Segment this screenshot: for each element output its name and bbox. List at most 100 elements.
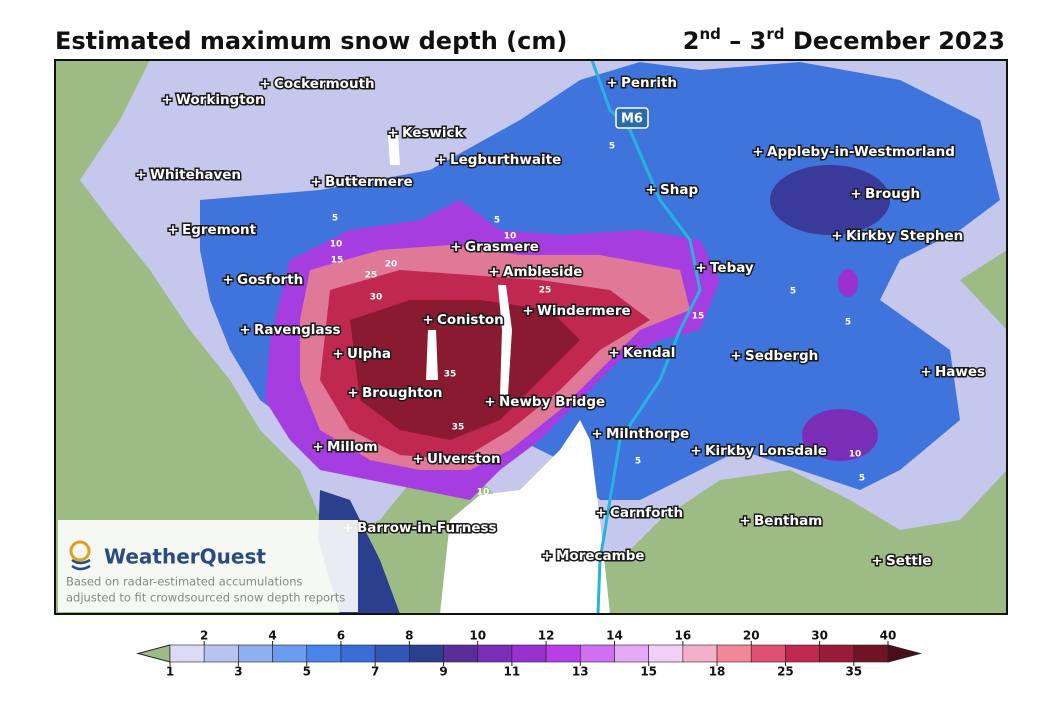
colorbar-label: 5	[303, 665, 311, 679]
snow-purple	[802, 409, 878, 461]
contour-label: 5	[332, 214, 338, 224]
place-label: Keswick	[402, 125, 465, 141]
place-label: Grasmere	[465, 239, 539, 255]
contour-label: 5	[494, 216, 500, 226]
place-marker: +	[347, 385, 358, 401]
place-label: Egremont	[182, 222, 257, 238]
place-marker: +	[850, 186, 861, 202]
title: Estimated maximum snow depth (cm)	[55, 27, 567, 55]
date: 2nd – 3rd December 2023	[683, 25, 1005, 56]
place-label: Gosforth	[237, 272, 303, 288]
place-label: Tebay	[710, 260, 754, 276]
place-marker: +	[422, 312, 433, 328]
colorbar-over	[887, 644, 922, 663]
place-label: Newby Bridge	[499, 394, 605, 410]
place-marker: +	[167, 222, 178, 238]
place-label: Ravenglass	[254, 322, 341, 338]
place-label: Milnthorpe	[606, 426, 689, 442]
place-marker: +	[484, 394, 495, 410]
sea	[440, 420, 610, 614]
place-label: Windermere	[537, 303, 631, 319]
place-marker: +	[522, 303, 533, 319]
place-marker: +	[222, 272, 233, 288]
date-part: 2	[683, 27, 700, 55]
lake	[426, 330, 438, 380]
date-part: nd	[700, 25, 721, 43]
contour-label: 5	[845, 318, 851, 328]
place-label: Ulverston	[427, 451, 501, 467]
place-marker: +	[606, 75, 617, 91]
place-label: Kirkby Lonsdale	[705, 443, 827, 459]
colorbar-label: 2	[200, 629, 208, 643]
contour-label: 5	[790, 287, 796, 297]
footnote: adjusted to fit crowdsourced snow depth …	[66, 591, 345, 605]
colorbar-bin	[443, 644, 479, 663]
colorbar-bin	[545, 644, 581, 663]
colorbar-bin	[238, 644, 273, 663]
colorbar-label: 25	[777, 665, 794, 679]
colorbar-bin	[716, 644, 752, 663]
contour-label: 35	[444, 370, 457, 380]
place-marker: +	[645, 182, 656, 198]
road-label: M6	[621, 112, 643, 127]
snow-purple	[838, 269, 858, 297]
colorbar-bin	[306, 644, 342, 663]
contour-label: 25	[539, 286, 552, 296]
footnote: Based on radar-estimated accumulations	[66, 575, 303, 589]
logo-box	[58, 520, 358, 612]
place-marker: +	[695, 260, 706, 276]
colorbar-label: 12	[538, 629, 555, 643]
place-label: Hawes	[935, 364, 985, 380]
colorbar-bin	[169, 644, 205, 663]
colorbar-bin	[203, 644, 239, 663]
labels: + Cockermouth+ Workington+ Keswick+ Legburth…	[134, 74, 987, 571]
place-label: Appleby-in-Westmorland	[767, 144, 955, 160]
contour-label: 10	[849, 450, 862, 460]
colorbar-label: 13	[572, 665, 589, 679]
place-marker: +	[488, 264, 499, 280]
colorbar-under	[136, 644, 171, 663]
place-marker: +	[541, 548, 552, 564]
contour-label: 5	[635, 457, 641, 467]
colorbar-bin	[648, 644, 684, 663]
place-label: Buttermere	[325, 174, 413, 190]
colorbar-bin	[409, 644, 444, 663]
place-marker: +	[591, 426, 602, 442]
place-marker: +	[332, 346, 343, 362]
colorbar-label: 3	[234, 665, 242, 679]
logo-icon	[69, 540, 91, 562]
place-marker: +	[387, 125, 398, 141]
contour-label: 35	[452, 423, 465, 433]
place-marker: +	[450, 239, 461, 255]
lake	[498, 285, 512, 395]
contour-label: 10	[330, 240, 343, 250]
place-marker: +	[412, 451, 423, 467]
logo-icon	[71, 558, 91, 571]
contour-label: 5	[859, 474, 865, 484]
place-marker: +	[259, 76, 270, 92]
place-label: Kendal	[623, 345, 675, 361]
colorbar-label: 15	[640, 665, 657, 679]
colorbar-bin	[511, 644, 547, 663]
place-label: Millom	[327, 439, 378, 455]
place-marker: +	[312, 439, 323, 455]
snow-dark-red	[350, 300, 580, 440]
contour-label: 20	[385, 260, 398, 270]
road-badge	[615, 107, 649, 129]
colorbar-label: 8	[405, 629, 413, 643]
place-marker: +	[608, 345, 619, 361]
place-label: Whitehaven	[150, 167, 241, 183]
place-marker: +	[739, 513, 750, 529]
contour-label: 10	[477, 488, 490, 498]
date-part: rd	[766, 25, 784, 43]
place-label: Carnforth	[610, 505, 683, 521]
place-marker: +	[920, 364, 931, 380]
place-marker: +	[831, 228, 842, 244]
colorbar-label: 7	[371, 665, 379, 679]
colorbar-label: 1	[166, 665, 174, 679]
place-label: Kirkby Stephen	[846, 228, 963, 244]
colorbar-bin	[750, 644, 786, 663]
place-marker: +	[690, 443, 701, 459]
